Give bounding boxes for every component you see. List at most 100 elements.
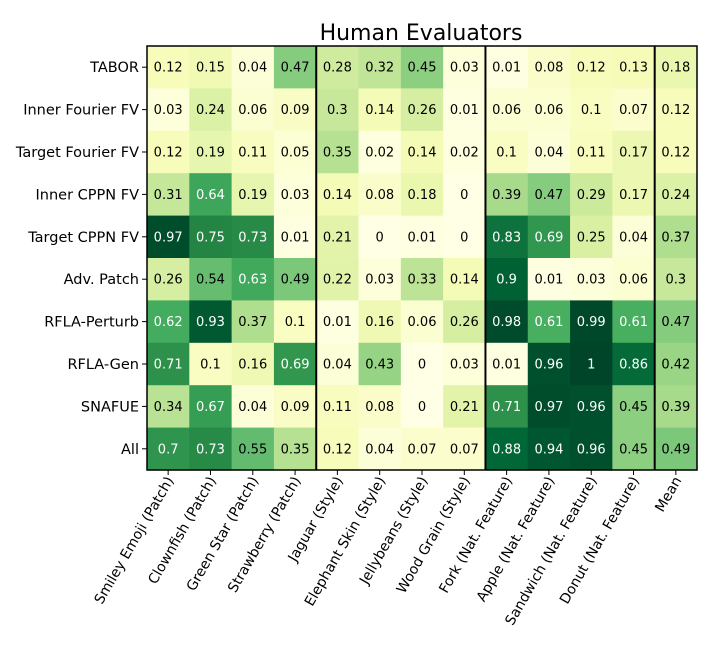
heatmap-cell-target-cppn-fv-wood-grain-style — [443, 215, 487, 259]
row-label-target-fourier-fv: Target Fourier FV — [15, 145, 139, 161]
cell-value-label: 0.14 — [408, 146, 437, 161]
cell-value-label: 0.64 — [196, 188, 225, 203]
heatmap-cell-adv-patch-sandwich-nat-feature — [570, 258, 613, 301]
cell-value-label: 0.04 — [534, 146, 563, 161]
heatmap-cell-inner-cppn-fv-smiley-emoji-patch — [147, 173, 190, 217]
heatmap-cell-rfla-gen-sandwich-nat-feature — [570, 342, 613, 386]
cell-value-label: 0.09 — [281, 103, 310, 118]
heatmap-cell-rfla-gen-wood-grain-style — [443, 342, 487, 386]
cell-value-label: 0.01 — [323, 315, 352, 330]
heatmap-cell-rfla-perturb-clownfish-patch — [189, 300, 233, 344]
heatmap-cell-snafue-clownfish-patch — [189, 385, 233, 429]
cell-value-label: 0.06 — [619, 273, 648, 288]
heatmap-cell-rfla-gen-donut-nat-feature — [612, 342, 656, 386]
cell-value-label: 0.45 — [619, 442, 648, 457]
cell-value-label: 0.06 — [534, 103, 563, 118]
cell-value-label: 0.22 — [323, 273, 352, 288]
cell-value-label: 0.99 — [577, 315, 606, 330]
cell-value-label: 0.12 — [661, 146, 690, 161]
heatmap-cell-adv-patch-green-star-patch — [231, 258, 275, 301]
heatmap-cell-inner-cppn-fv-elephant-skin-style — [358, 173, 402, 217]
heatmap-cell-all-sandwich-nat-feature — [570, 427, 613, 471]
heatmap-cell-rfla-perturb-smiley-emoji-patch — [147, 300, 190, 344]
heatmap-cell-target-fourier-fv-green-star-patch — [231, 130, 275, 174]
cell-value-label: 0.83 — [492, 230, 521, 245]
heatmap-cell-tabor-fork-nat-feature — [485, 46, 529, 89]
cell-value-label: 0.12 — [661, 103, 690, 118]
cell-value-label: 0.45 — [619, 400, 648, 415]
cell-value-label: 0.18 — [661, 61, 690, 76]
heatmap-cell-snafue-wood-grain-style — [443, 385, 487, 429]
heatmap-cell-target-fourier-fv-elephant-skin-style — [358, 130, 402, 174]
heatmap-cell-adv-patch-smiley-emoji-patch — [147, 258, 190, 301]
heatmap-cell-inner-fourier-fv-smiley-emoji-patch — [147, 88, 190, 132]
cell-value-label: 0.21 — [450, 400, 479, 415]
cell-value-label: 0.06 — [492, 103, 521, 118]
heatmap-cell-target-cppn-fv-green-star-patch — [231, 215, 275, 259]
heatmap-cell-rfla-perturb-donut-nat-feature — [612, 300, 656, 344]
heatmap-cell-rfla-gen-jaguar-style — [316, 342, 360, 386]
cell-value-label: 0.09 — [281, 400, 310, 415]
heatmap-cell-inner-cppn-fv-apple-nat-feature — [527, 173, 571, 217]
cell-value-label: 0 — [460, 188, 468, 203]
heatmap-cell-tabor-mean — [654, 46, 698, 89]
heatmap-cell-snafue-apple-nat-feature — [527, 385, 571, 429]
heatmap-cell-adv-patch-elephant-skin-style — [358, 258, 402, 301]
heatmap-cell-inner-fourier-fv-sandwich-nat-feature — [570, 88, 613, 132]
heatmap-cell-inner-fourier-fv-apple-nat-feature — [527, 88, 571, 132]
cell-value-label: 0.55 — [238, 442, 267, 457]
heatmap-cell-inner-cppn-fv-jellybeans-style — [400, 173, 444, 217]
cell-value-label: 0.18 — [408, 188, 437, 203]
cell-value-label: 0.93 — [196, 315, 225, 330]
heatmap-cell-inner-cppn-fv-wood-grain-style — [443, 173, 487, 217]
heatmap-cell-snafue-sandwich-nat-feature — [570, 385, 613, 429]
cell-value-label: 0.03 — [450, 358, 479, 373]
cell-value-label: 0.14 — [323, 188, 352, 203]
cell-value-label: 0.03 — [365, 273, 394, 288]
heatmap-cell-target-fourier-fv-smiley-emoji-patch — [147, 130, 190, 174]
cell-value-label: 0.07 — [450, 442, 479, 457]
heatmap-cell-rfla-gen-clownfish-patch — [189, 342, 233, 386]
heatmap-cell-inner-fourier-fv-jaguar-style — [316, 88, 360, 132]
heatmap-cell-target-cppn-fv-strawberry-patch — [273, 215, 317, 259]
cell-value-label: 0.47 — [534, 188, 563, 203]
cell-value-label: 0.11 — [323, 400, 352, 415]
row-ticks: TABOR Inner Fourier FV Target Fourier FV In… — [15, 60, 147, 458]
heatmap-cell-rfla-gen-strawberry-patch — [273, 342, 317, 386]
heatmap-cell-rfla-gen-green-star-patch — [231, 342, 275, 386]
row-label-tabor: TABOR — [89, 60, 139, 76]
cell-value-label: 0 — [418, 400, 426, 415]
heatmap-cell-inner-cppn-fv-donut-nat-feature — [612, 173, 656, 217]
cell-value-label: 0.97 — [154, 230, 183, 245]
cell-value-label: 0.1 — [285, 315, 306, 330]
cell-value-label: 0.67 — [196, 400, 225, 415]
cell-value-label: 0.49 — [281, 273, 310, 288]
heatmap-cell-tabor-strawberry-patch — [273, 46, 317, 89]
heatmap-cell-all-fork-nat-feature — [485, 427, 529, 471]
heatmap-cell-inner-cppn-fv-clownfish-patch — [189, 173, 233, 217]
heatmap-cell-all-jellybeans-style — [400, 427, 444, 471]
row-label-all: All — [121, 442, 139, 458]
column-label-mean: Mean — [652, 474, 685, 515]
heatmap-cell-rfla-perturb-apple-nat-feature — [527, 300, 571, 344]
cell-value-label: 0.71 — [154, 358, 183, 373]
heatmap-cell-rfla-gen-smiley-emoji-patch — [147, 342, 190, 386]
cell-value-label: 0.02 — [365, 146, 394, 161]
cell-value-label: 0.32 — [365, 61, 394, 76]
heatmap-cell-tabor-green-star-patch — [231, 46, 275, 89]
heatmap-cell-snafue-green-star-patch — [231, 385, 275, 429]
cell-value-label: 0.07 — [408, 442, 437, 457]
heatmap-cell-target-fourier-fv-mean — [654, 130, 698, 174]
heatmap-cell-adv-patch-apple-nat-feature — [527, 258, 571, 301]
cell-value-label: 0.26 — [154, 273, 183, 288]
cell-value-label: 0.12 — [323, 442, 352, 457]
heatmap-cell-inner-fourier-fv-strawberry-patch — [273, 88, 317, 132]
cell-value-label: 0.06 — [238, 103, 267, 118]
heatmap-cell-snafue-fork-nat-feature — [485, 385, 529, 429]
cell-value-label: 0.39 — [492, 188, 521, 203]
heatmap-cell-rfla-gen-fork-nat-feature — [485, 342, 529, 386]
row-label-target-cppn-fv: Target CPPN FV — [27, 230, 139, 246]
heatmap-cell-rfla-perturb-jaguar-style — [316, 300, 360, 344]
heatmap-cell-rfla-perturb-fork-nat-feature — [485, 300, 529, 344]
heatmap-cell-rfla-perturb-jellybeans-style — [400, 300, 444, 344]
